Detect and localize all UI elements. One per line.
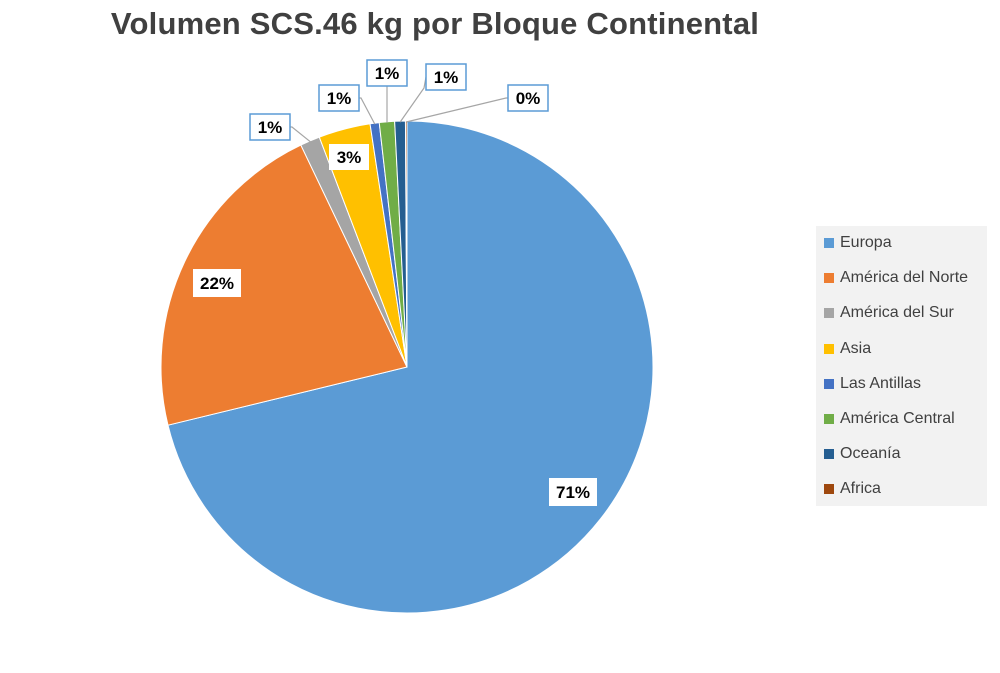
legend-swatch (824, 273, 834, 284)
data-label-box-america-del-norte (193, 269, 241, 297)
legend: Europa América del Norte América del Sur As… (816, 226, 987, 506)
data-label-las-antillas: 1% (327, 89, 352, 108)
legend-label: Europa (840, 234, 892, 251)
data-label-box-las-antillas (318, 84, 360, 112)
pie-slice-europa (167, 120, 654, 614)
chart-title: Volumen SCS.46 kg por Bloque Continental (110, 6, 760, 41)
legend-label: Oceanía (840, 445, 901, 463)
legend-label: América del Norte (840, 269, 969, 287)
legend-item-las-antillas: Las Antillas (824, 374, 921, 394)
data-label-america-del-sur: 1% (258, 118, 283, 137)
legend-item-africa: Africa (824, 479, 881, 499)
data-label-box-africa (507, 84, 549, 112)
legend-swatch (824, 414, 834, 424)
legend-item-europa: Europa (824, 233, 892, 253)
legend-swatch (824, 238, 834, 248)
data-label-america-central: 1% (375, 64, 400, 83)
data-label-box-europa (549, 478, 597, 506)
legend-swatch (824, 378, 834, 389)
legend-swatch (824, 449, 834, 460)
legend-label: Las Antillas (840, 374, 921, 392)
data-label-oceania: 1% (434, 68, 459, 87)
data-label-box-america-central (366, 59, 408, 87)
legend-item-america-del-norte: América del Norte (824, 268, 968, 288)
legend-item-asia: Asia (824, 339, 871, 359)
data-label-box-oceania (425, 63, 467, 91)
legend-swatch (824, 343, 834, 354)
leader-line-las-antillas (359, 97, 376, 125)
leader-line-america-del-sur (290, 126, 311, 143)
leader-line-africa (406, 97, 508, 123)
pie-slices (160, 120, 654, 614)
data-label-box-america-del-sur (249, 113, 291, 141)
data-label-box-asia (329, 144, 369, 170)
legend-label: Asia (840, 339, 872, 357)
legend-label: América del Sur (840, 304, 954, 322)
legend-label: América Central (840, 410, 955, 427)
legend-swatch (824, 308, 834, 319)
legend-item-america-del-sur: América del Sur (824, 303, 954, 323)
legend-item-oceania: Oceanía (824, 444, 900, 464)
data-label-africa: 0% (516, 89, 541, 108)
legend-item-america-central: América Central (824, 409, 955, 429)
legend-swatch (824, 484, 834, 495)
data-label-america-del-norte: 22% (200, 274, 234, 293)
pie-slice-africa (404, 120, 408, 368)
data-label-europa: 71% (556, 483, 590, 502)
data-label-asia: 3% (337, 148, 362, 167)
pie-slice-america-del-norte (160, 144, 408, 426)
data-labels: 71% 22% 1% 3% 1% 1% 1% 0% (193, 59, 597, 506)
legend-label: Africa (840, 480, 881, 498)
